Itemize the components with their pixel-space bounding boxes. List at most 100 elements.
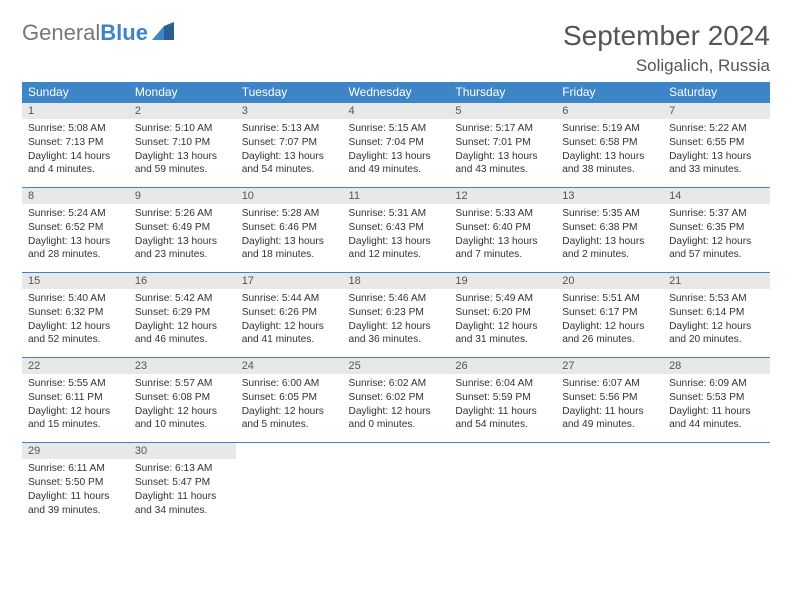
calendar-day-cell: 24Sunrise: 6:00 AMSunset: 6:05 PMDayligh… xyxy=(236,358,343,443)
day-number: 27 xyxy=(556,358,663,374)
day-number: 4 xyxy=(343,103,450,119)
day-number: 6 xyxy=(556,103,663,119)
day-number: 9 xyxy=(129,188,236,204)
calendar-day-cell: 16Sunrise: 5:42 AMSunset: 6:29 PMDayligh… xyxy=(129,273,236,358)
calendar-day-cell: 20Sunrise: 5:51 AMSunset: 6:17 PMDayligh… xyxy=(556,273,663,358)
day-content: Sunrise: 5:22 AMSunset: 6:55 PMDaylight:… xyxy=(663,119,770,187)
day-number: 11 xyxy=(343,188,450,204)
calendar-day-cell: 2Sunrise: 5:10 AMSunset: 7:10 PMDaylight… xyxy=(129,103,236,188)
calendar-week-row: 8Sunrise: 5:24 AMSunset: 6:52 PMDaylight… xyxy=(22,188,770,273)
day-number: 16 xyxy=(129,273,236,289)
day-content: Sunrise: 5:49 AMSunset: 6:20 PMDaylight:… xyxy=(449,289,556,357)
calendar-day-cell: 14Sunrise: 5:37 AMSunset: 6:35 PMDayligh… xyxy=(663,188,770,273)
logo-icon xyxy=(152,20,174,46)
day-number: 17 xyxy=(236,273,343,289)
day-number: 19 xyxy=(449,273,556,289)
weekday-header: Saturday xyxy=(663,82,770,103)
calendar-day-cell: 6Sunrise: 5:19 AMSunset: 6:58 PMDaylight… xyxy=(556,103,663,188)
calendar-week-row: 15Sunrise: 5:40 AMSunset: 6:32 PMDayligh… xyxy=(22,273,770,358)
title-block: September 2024 Soligalich, Russia xyxy=(563,20,770,76)
calendar-day-cell: 29Sunrise: 6:11 AMSunset: 5:50 PMDayligh… xyxy=(22,443,129,528)
day-content: Sunrise: 5:46 AMSunset: 6:23 PMDaylight:… xyxy=(343,289,450,357)
day-content: Sunrise: 5:26 AMSunset: 6:49 PMDaylight:… xyxy=(129,204,236,272)
weekday-header: Friday xyxy=(556,82,663,103)
day-number: 5 xyxy=(449,103,556,119)
calendar-day-cell: 19Sunrise: 5:49 AMSunset: 6:20 PMDayligh… xyxy=(449,273,556,358)
logo-text-2: Blue xyxy=(100,20,148,46)
day-number: 20 xyxy=(556,273,663,289)
day-content: Sunrise: 5:08 AMSunset: 7:13 PMDaylight:… xyxy=(22,119,129,187)
day-number: 26 xyxy=(449,358,556,374)
calendar-day-cell: 27Sunrise: 6:07 AMSunset: 5:56 PMDayligh… xyxy=(556,358,663,443)
day-content: Sunrise: 6:00 AMSunset: 6:05 PMDaylight:… xyxy=(236,374,343,442)
calendar-day-cell: 17Sunrise: 5:44 AMSunset: 6:26 PMDayligh… xyxy=(236,273,343,358)
day-content: Sunrise: 6:02 AMSunset: 6:02 PMDaylight:… xyxy=(343,374,450,442)
day-number: 15 xyxy=(22,273,129,289)
calendar-day-cell: 7Sunrise: 5:22 AMSunset: 6:55 PMDaylight… xyxy=(663,103,770,188)
day-content: Sunrise: 5:35 AMSunset: 6:38 PMDaylight:… xyxy=(556,204,663,272)
weekday-header: Tuesday xyxy=(236,82,343,103)
day-number: 29 xyxy=(22,443,129,459)
weekday-header-row: Sunday Monday Tuesday Wednesday Thursday… xyxy=(22,82,770,103)
calendar-day-cell: 5Sunrise: 5:17 AMSunset: 7:01 PMDaylight… xyxy=(449,103,556,188)
day-content: Sunrise: 5:33 AMSunset: 6:40 PMDaylight:… xyxy=(449,204,556,272)
day-content: Sunrise: 5:24 AMSunset: 6:52 PMDaylight:… xyxy=(22,204,129,272)
calendar-day-cell: 1Sunrise: 5:08 AMSunset: 7:13 PMDaylight… xyxy=(22,103,129,188)
day-content: Sunrise: 6:04 AMSunset: 5:59 PMDaylight:… xyxy=(449,374,556,442)
calendar-day-cell: 18Sunrise: 5:46 AMSunset: 6:23 PMDayligh… xyxy=(343,273,450,358)
calendar-week-row: 22Sunrise: 5:55 AMSunset: 6:11 PMDayligh… xyxy=(22,358,770,443)
day-content: Sunrise: 5:13 AMSunset: 7:07 PMDaylight:… xyxy=(236,119,343,187)
page-title: September 2024 xyxy=(563,20,770,52)
day-content: Sunrise: 5:57 AMSunset: 6:08 PMDaylight:… xyxy=(129,374,236,442)
calendar-day-cell: .. xyxy=(236,443,343,528)
day-number: 1 xyxy=(22,103,129,119)
logo: GeneralBlue xyxy=(22,20,174,46)
calendar-week-row: 29Sunrise: 6:11 AMSunset: 5:50 PMDayligh… xyxy=(22,443,770,528)
day-content: Sunrise: 5:55 AMSunset: 6:11 PMDaylight:… xyxy=(22,374,129,442)
day-content: Sunrise: 6:09 AMSunset: 5:53 PMDaylight:… xyxy=(663,374,770,442)
day-content: Sunrise: 6:07 AMSunset: 5:56 PMDaylight:… xyxy=(556,374,663,442)
day-number: 3 xyxy=(236,103,343,119)
day-content: Sunrise: 5:44 AMSunset: 6:26 PMDaylight:… xyxy=(236,289,343,357)
weekday-header: Thursday xyxy=(449,82,556,103)
weekday-header: Sunday xyxy=(22,82,129,103)
calendar-day-cell: 10Sunrise: 5:28 AMSunset: 6:46 PMDayligh… xyxy=(236,188,343,273)
day-content: Sunrise: 5:19 AMSunset: 6:58 PMDaylight:… xyxy=(556,119,663,187)
calendar-day-cell: 26Sunrise: 6:04 AMSunset: 5:59 PMDayligh… xyxy=(449,358,556,443)
calendar-day-cell: .. xyxy=(556,443,663,528)
calendar-week-row: 1Sunrise: 5:08 AMSunset: 7:13 PMDaylight… xyxy=(22,103,770,188)
location: Soligalich, Russia xyxy=(563,56,770,76)
day-content: Sunrise: 5:17 AMSunset: 7:01 PMDaylight:… xyxy=(449,119,556,187)
weekday-header: Wednesday xyxy=(343,82,450,103)
logo-text-1: General xyxy=(22,20,100,46)
calendar-day-cell: 11Sunrise: 5:31 AMSunset: 6:43 PMDayligh… xyxy=(343,188,450,273)
calendar-day-cell: 21Sunrise: 5:53 AMSunset: 6:14 PMDayligh… xyxy=(663,273,770,358)
calendar-day-cell: 30Sunrise: 6:13 AMSunset: 5:47 PMDayligh… xyxy=(129,443,236,528)
header: GeneralBlue September 2024 Soligalich, R… xyxy=(22,20,770,76)
calendar-day-cell: 4Sunrise: 5:15 AMSunset: 7:04 PMDaylight… xyxy=(343,103,450,188)
day-number: 2 xyxy=(129,103,236,119)
day-number: 21 xyxy=(663,273,770,289)
calendar-day-cell: 3Sunrise: 5:13 AMSunset: 7:07 PMDaylight… xyxy=(236,103,343,188)
day-number: 13 xyxy=(556,188,663,204)
weekday-header: Monday xyxy=(129,82,236,103)
day-content: Sunrise: 5:31 AMSunset: 6:43 PMDaylight:… xyxy=(343,204,450,272)
day-content: Sunrise: 5:42 AMSunset: 6:29 PMDaylight:… xyxy=(129,289,236,357)
day-number: 8 xyxy=(22,188,129,204)
day-number: 18 xyxy=(343,273,450,289)
day-content: Sunrise: 5:10 AMSunset: 7:10 PMDaylight:… xyxy=(129,119,236,187)
calendar-day-cell: .. xyxy=(343,443,450,528)
day-content: Sunrise: 5:51 AMSunset: 6:17 PMDaylight:… xyxy=(556,289,663,357)
day-content: Sunrise: 5:15 AMSunset: 7:04 PMDaylight:… xyxy=(343,119,450,187)
day-content: Sunrise: 5:28 AMSunset: 6:46 PMDaylight:… xyxy=(236,204,343,272)
calendar-day-cell: 8Sunrise: 5:24 AMSunset: 6:52 PMDaylight… xyxy=(22,188,129,273)
day-content: Sunrise: 5:40 AMSunset: 6:32 PMDaylight:… xyxy=(22,289,129,357)
day-number: 10 xyxy=(236,188,343,204)
day-number: 30 xyxy=(129,443,236,459)
calendar-day-cell: 23Sunrise: 5:57 AMSunset: 6:08 PMDayligh… xyxy=(129,358,236,443)
day-content: Sunrise: 5:53 AMSunset: 6:14 PMDaylight:… xyxy=(663,289,770,357)
day-number: 25 xyxy=(343,358,450,374)
calendar-day-cell: 13Sunrise: 5:35 AMSunset: 6:38 PMDayligh… xyxy=(556,188,663,273)
day-content: Sunrise: 6:11 AMSunset: 5:50 PMDaylight:… xyxy=(22,459,129,527)
day-number: 24 xyxy=(236,358,343,374)
